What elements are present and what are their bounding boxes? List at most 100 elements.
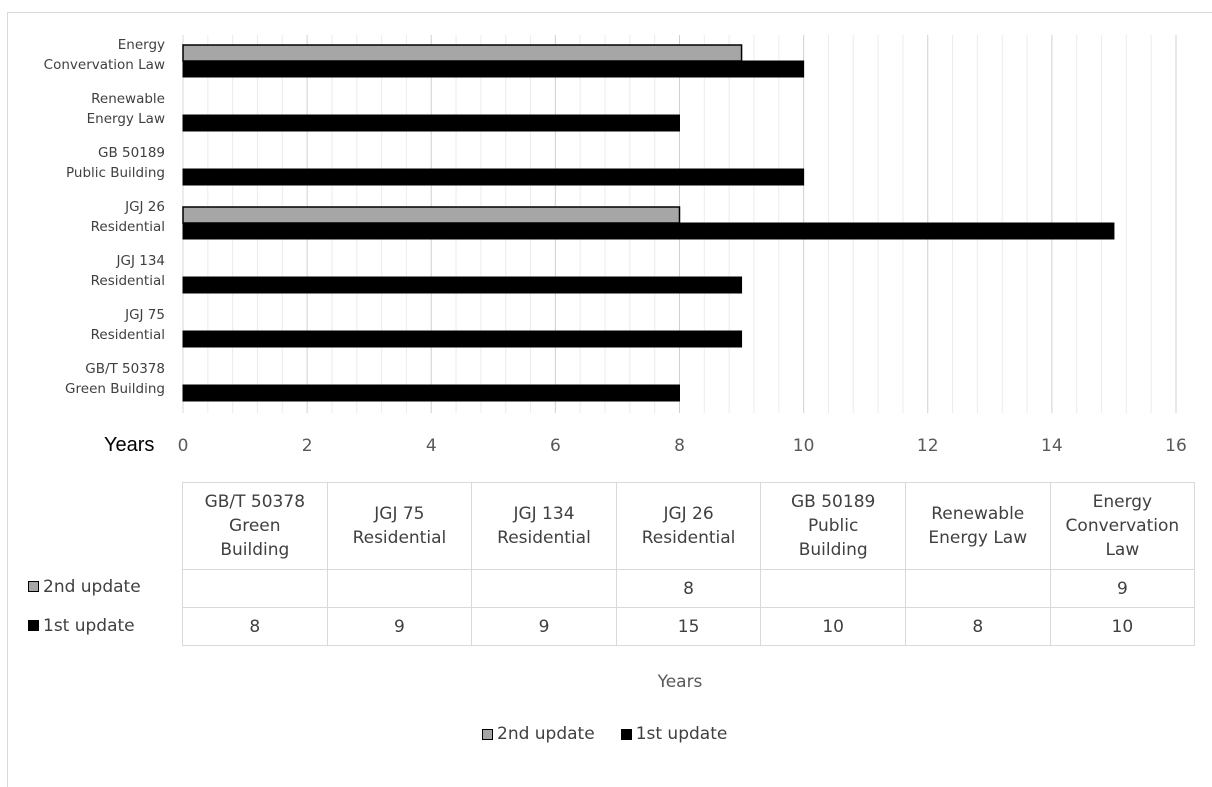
column-header-line: Building [798,540,868,560]
y-category-label: JGJ 75 Residential [5,305,165,345]
bar-1st-update [182,276,743,294]
x-tick-label: 8 [674,436,685,456]
data-table-row-1st-update: 8 9 9 15 10 8 10 [182,607,1196,646]
y-category-label: JGJ 26 Residential [5,197,165,237]
column-header-line: Convervation [1065,516,1180,536]
y-category-label-line: Energy [117,37,165,53]
column-header-line: GB/T 50378 [204,492,306,512]
legend-item-2nd-update: 2nd update [482,724,595,744]
legend: 2nd update 1st update [482,724,753,744]
column-header-line: Green [229,516,281,536]
column-header-line: Building [220,540,290,560]
bar-1st-update [182,168,805,186]
column-header-line: JGJ 134 [513,504,575,524]
bar-1st-update [182,114,680,132]
column-header-line: Energy [1092,492,1153,512]
y-category-label-line: Residential [90,327,165,343]
data-table-cell: 9 [1049,569,1196,608]
x-tick-label: 10 [792,436,815,456]
data-table-row-label-2nd-update: 2nd update [28,568,141,605]
x-axis-title: Years [657,672,703,692]
x-tick-label: 4 [425,436,437,456]
y-category-label: GB 50189 Public Building [5,143,165,183]
y-category-label-line: Convervation Law [43,57,165,73]
bar-1st-update [182,330,743,348]
bar-1st-update [182,60,805,78]
data-table-cell [326,569,473,608]
y-category-label-line: JGJ 134 [116,253,165,269]
data-table-column-header: GB/T 50378 Green Building [182,482,328,570]
data-table-cell [182,569,328,608]
data-table-cell: 9 [326,607,473,646]
column-header-line: GB 50189 [791,492,876,512]
column-header-line: Public [808,516,859,536]
data-table-column-header: JGJ 26 Residential [615,482,762,570]
legend-item-1st-update: 1st update [620,724,728,744]
y-category-label: GB/T 50378 Green Building [5,359,165,399]
series-2nd-update-swatch [28,581,39,592]
data-table-column-header: JGJ 134 Residential [471,482,617,570]
y-category-label-line: Green Building [65,381,165,397]
data-table-column-header: Renewable Energy Law [904,482,1051,570]
column-header-line: JGJ 75 [374,504,425,524]
row-label-text: 2nd update [43,576,141,597]
data-table-cell: 10 [760,607,906,646]
column-header-line: Law [1105,540,1140,560]
column-header-line: Energy Law [928,528,1028,548]
frame-border [7,12,1212,13]
row-label-text: 1st update [43,615,135,636]
y-category-label-line: Public Building [65,165,165,181]
y-category-label: Energy Convervation Law [5,35,165,75]
data-table-cell: 10 [1049,607,1196,646]
x-tick-label: 14 [1041,436,1063,456]
y-category-label-line: GB 50189 [98,145,165,161]
bar-1st-update [182,384,680,402]
y-category-label-line: Renewable [91,91,165,107]
x-axis-unit-label: Years [104,434,155,456]
x-tick-label: 16 [1165,436,1187,456]
column-header-line: Residential [352,528,447,548]
legend-swatch [620,728,632,740]
data-table-cell: 15 [615,607,762,646]
data-table-cell: 8 [615,569,762,608]
x-tick-label: 12 [916,436,939,456]
x-tick-label: 0 [177,436,189,456]
data-table-cell [471,569,617,608]
column-header-line: Residential [641,528,736,548]
bar-1st-update [182,222,1115,240]
legend-label: 2nd update [497,724,595,744]
data-table-cell: 8 [904,607,1051,646]
column-header-line: JGJ 26 [663,504,714,524]
y-category-label: Renewable Energy Law [5,89,165,129]
column-header-line: Residential [497,528,591,548]
series-1st-update-swatch [28,620,39,631]
data-table-cell [904,569,1051,608]
y-category-label-line: Energy Law [86,111,165,127]
y-category-label: JGJ 134 Residential [5,251,165,291]
data-table-header-row: GB/T 50378 Green Building JGJ 75 Residential… [182,482,1196,570]
y-category-label-line: JGJ 26 [125,199,165,215]
y-category-label-line: GB/T 50378 [85,361,165,377]
x-tick-label: 6 [549,436,561,456]
data-table-cell [760,569,906,608]
column-header-line: Renewable [931,504,1025,524]
data-table-cell: 8 [182,607,328,646]
data-table-cell: 9 [471,607,617,646]
x-tick-label: 2 [301,436,313,456]
data-table-column-header: JGJ 75 Residential [326,482,473,570]
data-table-row-label-1st-update: 1st update [28,607,135,644]
legend-swatch [482,728,493,740]
y-category-label-line: Residential [90,273,165,289]
data-table-column-header: GB 50189 Public Building [760,482,906,570]
bar-2nd-update [182,206,681,224]
frame-border [7,12,8,787]
y-category-label-line: JGJ 75 [125,307,165,323]
legend-label: 1st update [635,724,728,744]
data-table-column-header: Energy Convervation Law [1049,482,1196,570]
bar-2nd-update [182,44,743,62]
data-table: GB/T 50378 Green Building JGJ 75 Residential… [182,482,1196,646]
y-category-label-line: Residential [90,219,165,235]
